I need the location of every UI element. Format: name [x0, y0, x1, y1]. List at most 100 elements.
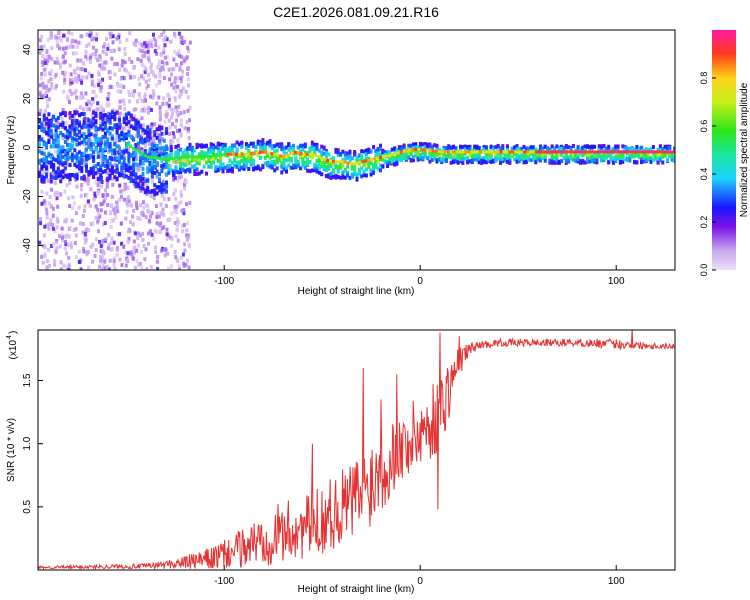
spectrogram-cell — [144, 215, 148, 220]
spectrogram-cell — [611, 160, 615, 165]
spectrogram-ridge-cell — [534, 150, 538, 154]
spectrogram-cell — [416, 145, 420, 150]
spectrogram-cell — [303, 150, 307, 155]
spectrogram-cell — [289, 145, 293, 150]
spectrogram-cell — [123, 170, 127, 175]
spectrogram-cell — [275, 148, 279, 153]
spectrogram-cell — [600, 144, 604, 149]
spectrogram-cell — [90, 31, 93, 36]
spectrogram-cell — [116, 83, 120, 88]
spectrogram-cell — [640, 153, 644, 158]
spectrogram-cell — [280, 156, 284, 161]
spectrogram-cell — [59, 170, 63, 175]
spectrogram-cell — [162, 145, 166, 150]
spectrogram-cell — [247, 167, 251, 171]
spectrogram-cell — [72, 115, 76, 120]
spectrogram-cell — [59, 122, 63, 127]
spectrogram-cell — [176, 222, 180, 227]
spectrogram-cell — [84, 238, 88, 243]
spectrogram-cell — [103, 131, 107, 136]
spectrogram-cell — [590, 144, 594, 149]
snr-plot-area — [38, 330, 675, 570]
spectrogram-cell — [89, 123, 93, 127]
spectrogram-cell — [115, 232, 119, 237]
spectrogram-cell — [216, 165, 220, 170]
spectrogram-cell — [393, 146, 397, 151]
spectrogram-cell — [99, 165, 103, 170]
spectrogram-cell — [78, 141, 81, 146]
spectrogram-cell — [59, 173, 63, 178]
spectrogram-cell — [310, 168, 314, 173]
spectrogram-cell — [289, 156, 293, 161]
spectrogram-cell — [287, 157, 291, 162]
spectrogram-cell — [85, 32, 89, 37]
spectrogram-cell — [80, 158, 84, 163]
spectrogram-cell — [123, 46, 127, 51]
spectrogram-cell — [176, 170, 180, 175]
spectrogram-cell — [75, 126, 79, 131]
spectrogram-cell — [513, 145, 517, 150]
spectrogram-cell — [155, 229, 158, 234]
spectrogram-cell — [114, 135, 118, 139]
spectrogram-cell — [564, 160, 568, 165]
spectrogram-cell — [430, 144, 434, 149]
spectrogram-cell — [141, 166, 145, 171]
spectrogram-cell — [350, 174, 354, 179]
spectrogram-cell — [127, 133, 131, 138]
spectrogram-cell — [158, 153, 161, 158]
spectrogram-cell — [151, 95, 155, 100]
spectrogram-cell — [524, 155, 528, 160]
spectrogram-ridge-cell — [517, 150, 521, 154]
spectrogram-cell — [339, 175, 343, 180]
spectrogram-cell — [104, 237, 108, 242]
spectrogram-ridge-cell — [593, 150, 597, 154]
spectrogram-cell — [109, 34, 113, 39]
spectrogram-cell — [178, 175, 181, 180]
spectrogram-ridge-cell — [390, 152, 394, 156]
spectrogram-cell — [107, 103, 111, 108]
spectrogram-cell — [280, 161, 284, 166]
spectrogram-cell — [176, 143, 180, 148]
spectrogram-cell — [529, 158, 533, 163]
spectrogram-cell — [48, 195, 52, 199]
spectrogram-cell — [110, 31, 114, 36]
spectrogram-cell — [63, 140, 67, 144]
spectrogram-cell — [126, 251, 130, 256]
spectrogram-ridge-cell — [179, 156, 183, 160]
spectrogram-cell — [616, 144, 620, 149]
spectrogram-cell — [543, 158, 547, 163]
spectrogram-cell — [59, 179, 63, 184]
spectrogram-cell — [55, 121, 58, 126]
spectrogram-cell — [42, 113, 46, 118]
spectrogram-cell — [139, 124, 143, 129]
spectrogram-cell — [668, 152, 672, 157]
spectrogram-cell — [388, 157, 392, 162]
spectrogram-cell — [581, 160, 585, 165]
spectrogram-cell — [200, 144, 204, 149]
spectrogram-cell — [195, 145, 199, 149]
spectrogram-cell — [182, 58, 186, 63]
spectrogram-cell — [125, 197, 128, 202]
spectrogram-cell — [125, 37, 129, 42]
spectrogram-cell — [101, 116, 105, 121]
spectrogram-cell — [74, 211, 78, 216]
spectrogram-cell — [153, 164, 157, 169]
spectrogram-cell — [79, 58, 83, 63]
spectrogram-ridge-cell — [343, 160, 347, 164]
spectrogram-cell — [149, 137, 153, 142]
spectrogram-cell — [162, 61, 166, 66]
spectrogram-cell — [184, 180, 188, 185]
spectrogram-cell — [172, 57, 176, 62]
spectrogram-cell — [46, 178, 50, 183]
spectrogram-cell — [181, 162, 185, 167]
spectrogram-cell — [183, 248, 187, 253]
spectrogram-cell — [108, 126, 112, 131]
spectrogram-cell — [61, 122, 65, 127]
spectrogram-cell — [134, 175, 138, 180]
spectrogram-cell — [116, 150, 120, 155]
spectrogram-cell — [150, 122, 154, 127]
spectrogram-cell — [163, 55, 167, 60]
spectrogram-cell — [42, 128, 46, 133]
spectrogram-cell — [45, 156, 49, 161]
spectrogram-cell — [494, 145, 498, 150]
